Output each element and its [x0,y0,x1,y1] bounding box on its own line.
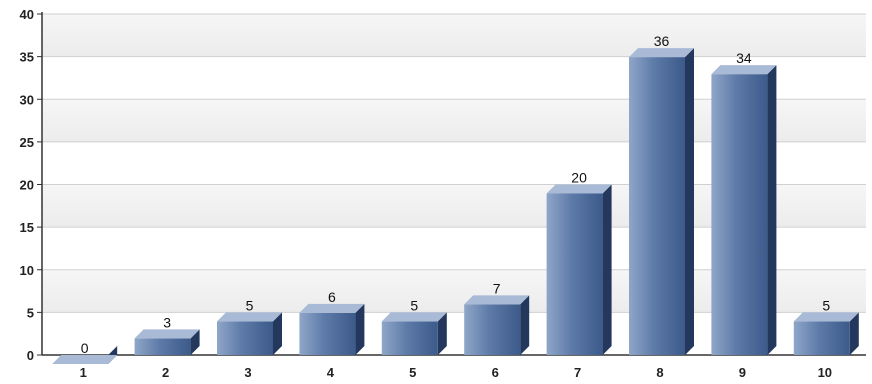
bars [52,48,859,364]
x-tick-label: 7 [574,365,581,380]
y-tick-label: 30 [20,92,34,107]
x-tick-label: 4 [327,365,335,380]
bar-1 [52,346,118,364]
bar-side [767,65,777,356]
bar-side [849,312,859,355]
bar-side [355,303,365,355]
x-tick-label: 10 [818,365,832,380]
bar-7 [546,184,612,355]
bar-front [464,304,521,355]
bar-side [520,295,530,355]
y-tick-label: 20 [20,178,34,193]
bar-front [546,193,603,355]
x-tick-label: 6 [492,365,499,380]
data-label: 3 [163,314,171,330]
data-label: 7 [493,280,501,296]
data-label: 34 [736,50,752,66]
bar-top [299,303,365,313]
y-tick-label: 35 [20,50,34,65]
data-label: 36 [654,33,670,49]
bar-6 [464,295,530,355]
data-label: 5 [410,297,418,313]
bar-top [52,355,118,364]
x-tick-label: 2 [162,365,169,380]
bar-3 [217,312,282,355]
bar-8 [629,48,694,355]
bar-top [711,65,777,75]
data-label: 0 [81,340,89,356]
x-axis-ticks: 1 2 3 4 5 6 7 8 9 10 [80,365,832,380]
bar-front [629,57,685,355]
bar-10 [793,312,859,355]
y-tick-label: 0 [27,348,34,363]
x-tick-label: 3 [244,365,251,380]
y-tick-label: 40 [20,7,34,22]
bar-side [602,184,612,355]
bar-top [217,312,282,322]
bar-top [381,312,447,322]
bar-front [793,321,850,355]
data-labels: 0 3 5 6 5 7 20 36 34 5 [81,33,831,356]
data-label: 5 [246,297,254,313]
bar-top [464,295,530,305]
bar-top [134,329,200,339]
y-tick-label: 5 [27,305,34,320]
y-tick-label: 25 [20,135,34,150]
bar-front [711,74,768,356]
data-label: 20 [571,170,587,186]
bar-front [299,312,356,355]
bar-top [793,312,859,322]
bar-2 [134,329,200,355]
bar-front [381,321,438,355]
x-tick-label: 9 [739,365,746,380]
data-label: 6 [328,289,336,305]
bar-top [546,184,612,194]
bar-front [217,321,273,355]
x-tick-label: 8 [656,365,663,380]
bar-9 [711,65,777,356]
bar-front [134,338,191,355]
x-tick-label: 1 [80,365,87,380]
y-tick-label: 10 [20,263,34,278]
bar-side [685,48,694,355]
y-axis-ticks: 0 5 10 15 20 25 30 35 40 [20,7,42,363]
data-label: 5 [822,297,830,313]
bar-top [629,48,694,58]
bar-side [273,312,282,355]
bar-4 [299,303,365,355]
x-tick-label: 5 [409,365,416,380]
bar-side [190,329,200,355]
bar-side [437,312,447,355]
grid-band [42,14,866,57]
bar-5 [381,312,447,355]
y-tick-label: 15 [20,220,34,235]
